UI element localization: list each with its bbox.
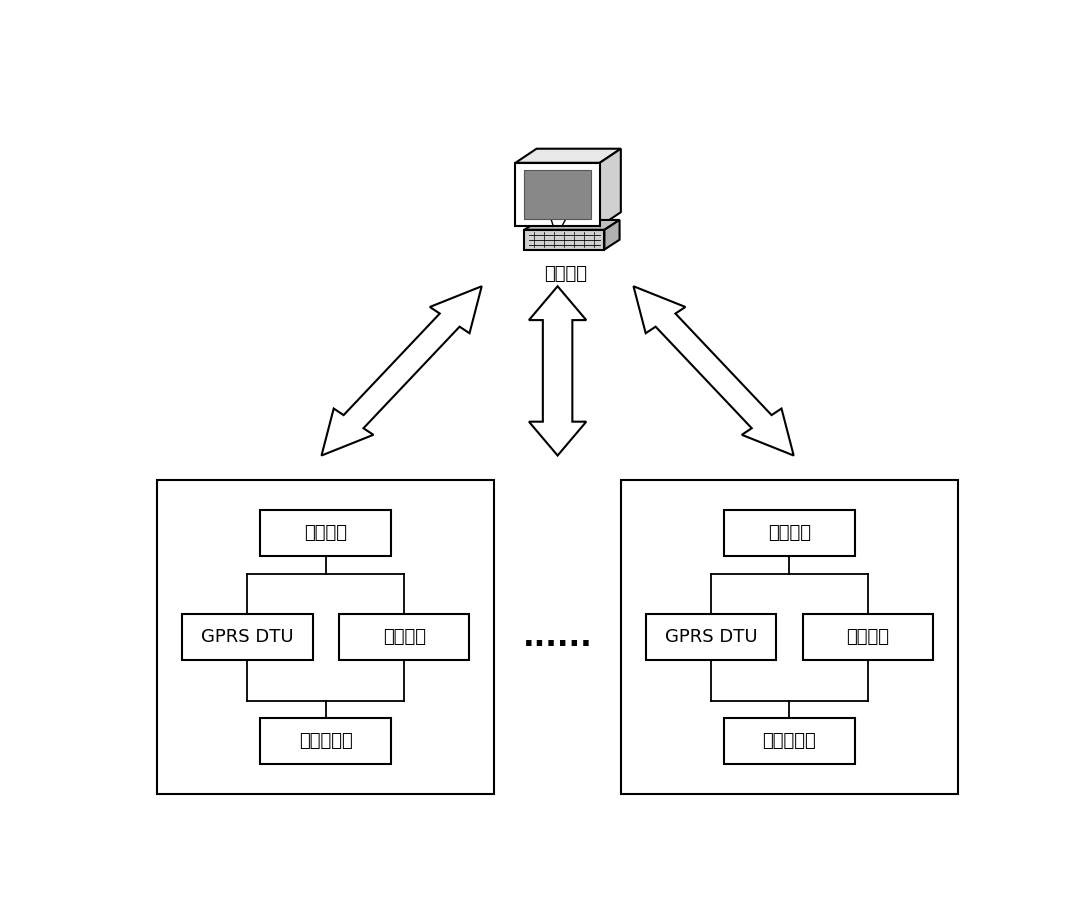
Bar — [803, 615, 934, 660]
Text: GPRS DTU: GPRS DTU — [201, 628, 294, 646]
Bar — [725, 510, 855, 556]
Bar — [182, 615, 312, 660]
Bar — [260, 718, 391, 764]
Polygon shape — [516, 148, 621, 163]
Text: 量测仪表: 量测仪表 — [768, 524, 811, 542]
Text: 负荷终端: 负荷终端 — [383, 628, 425, 646]
Bar — [621, 480, 959, 794]
Polygon shape — [633, 286, 794, 455]
Bar — [260, 510, 391, 556]
Bar — [524, 169, 592, 219]
Text: 智能遥控器: 智能遥控器 — [299, 732, 353, 750]
Polygon shape — [322, 286, 482, 455]
Polygon shape — [529, 286, 586, 455]
Text: ......: ...... — [522, 623, 593, 651]
Polygon shape — [599, 148, 621, 226]
Bar — [725, 718, 855, 764]
Bar — [338, 615, 470, 660]
Bar — [524, 230, 605, 249]
Text: 负荷终端: 负荷终端 — [846, 628, 889, 646]
Text: 智能遥控器: 智能遥控器 — [763, 732, 816, 750]
Bar — [645, 615, 777, 660]
Bar — [516, 163, 599, 226]
Text: GPRS DTU: GPRS DTU — [665, 628, 757, 646]
Polygon shape — [605, 220, 619, 249]
Text: 量测仪表: 量测仪表 — [305, 524, 347, 542]
Text: 监控中心: 监控中心 — [544, 265, 588, 283]
Polygon shape — [524, 220, 619, 230]
Bar — [157, 480, 494, 794]
